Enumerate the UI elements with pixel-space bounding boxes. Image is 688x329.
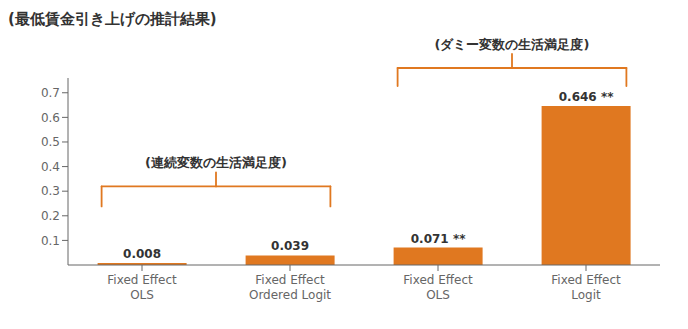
svg-text:0.008: 0.008 [123,247,161,261]
svg-text:Fixed EffectOrdered Logit: Fixed EffectOrdered Logit [249,273,331,301]
svg-text:0.039: 0.039 [271,239,309,253]
svg-text:Fixed EffectLogit: Fixed EffectLogit [551,273,621,301]
svg-text:0.646 **: 0.646 ** [559,90,614,104]
svg-text:0.6: 0.6 [41,111,60,125]
html-text:(最低賃金引き上げの推計結果): (最低賃金引き上げの推計結果) [8,10,217,28]
svg-text:0.1: 0.1 [41,234,60,248]
svg-text:0.5: 0.5 [41,135,60,149]
svg-text:(ダミー変数の生活満足度): (ダミー変数の生活満足度) [435,37,590,52]
svg-text:(連続変数の生活満足度): (連続変数の生活満足度) [145,155,287,170]
svg-text:0.2: 0.2 [41,209,60,223]
svg-text:Fixed EffectOLS: Fixed EffectOLS [107,273,177,301]
svg-text:0.071 **: 0.071 ** [411,232,466,246]
svg-text:0.7: 0.7 [41,86,60,100]
svg-text:Fixed EffectOLS: Fixed EffectOLS [403,273,473,301]
svg-text:0.4: 0.4 [41,160,60,174]
svg-text:0.3: 0.3 [41,184,60,198]
